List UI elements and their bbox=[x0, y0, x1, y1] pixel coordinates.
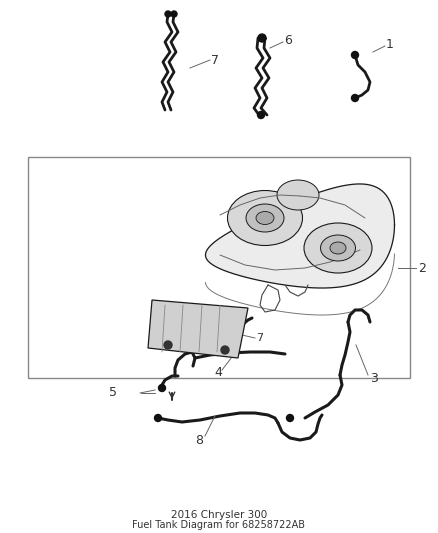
Text: 6: 6 bbox=[284, 34, 292, 46]
Ellipse shape bbox=[227, 190, 303, 246]
Circle shape bbox=[258, 34, 266, 42]
Circle shape bbox=[221, 346, 229, 354]
Bar bbox=[28, 157, 410, 378]
Text: 1: 1 bbox=[386, 37, 394, 51]
Circle shape bbox=[159, 384, 166, 392]
Circle shape bbox=[286, 415, 293, 422]
Polygon shape bbox=[205, 184, 395, 288]
Ellipse shape bbox=[256, 212, 274, 224]
Circle shape bbox=[155, 415, 162, 422]
Text: 5: 5 bbox=[109, 385, 117, 399]
Ellipse shape bbox=[246, 204, 284, 232]
Text: Fuel Tank Diagram for 68258722AB: Fuel Tank Diagram for 68258722AB bbox=[133, 520, 305, 530]
Text: 2016 Chrysler 300: 2016 Chrysler 300 bbox=[171, 510, 267, 520]
Text: 3: 3 bbox=[370, 372, 378, 384]
Ellipse shape bbox=[330, 242, 346, 254]
Circle shape bbox=[165, 11, 171, 17]
Text: 2: 2 bbox=[418, 262, 426, 274]
Text: 4: 4 bbox=[214, 366, 222, 378]
Circle shape bbox=[164, 341, 172, 349]
Circle shape bbox=[258, 111, 265, 118]
Circle shape bbox=[352, 52, 358, 59]
Ellipse shape bbox=[321, 235, 356, 261]
Ellipse shape bbox=[304, 223, 372, 273]
Polygon shape bbox=[148, 300, 248, 358]
Ellipse shape bbox=[277, 180, 319, 210]
Circle shape bbox=[352, 94, 358, 101]
Text: 8: 8 bbox=[195, 433, 203, 447]
Circle shape bbox=[171, 11, 177, 17]
Text: 7: 7 bbox=[211, 53, 219, 67]
Text: 7: 7 bbox=[256, 333, 263, 343]
